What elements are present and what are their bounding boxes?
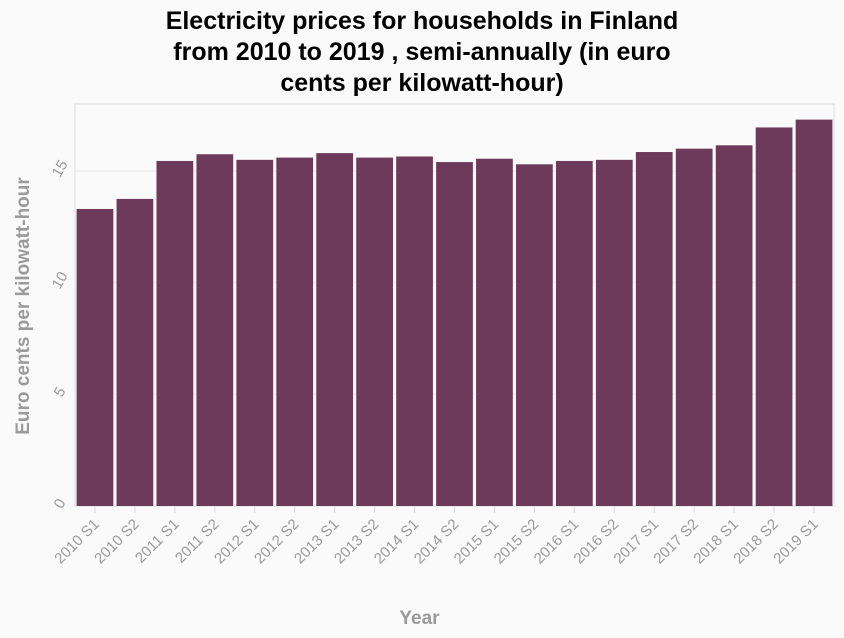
bar[interactable] (396, 156, 433, 506)
bar[interactable] (755, 127, 793, 506)
bar[interactable] (76, 208, 114, 506)
bar[interactable] (196, 154, 234, 506)
bar[interactable] (476, 158, 513, 506)
bar[interactable] (675, 148, 713, 506)
bar[interactable] (436, 162, 473, 507)
bar[interactable] (595, 159, 633, 507)
bar[interactable] (116, 198, 154, 506)
y-axis-title: Euro cents per kilowatt-hour (13, 177, 34, 435)
x-tick-label: 2010 S2 (91, 516, 143, 568)
bar[interactable] (715, 145, 753, 507)
bar[interactable] (516, 164, 553, 507)
y-tick-label: 5 (51, 384, 70, 400)
bar[interactable] (316, 153, 354, 506)
bar[interactable] (555, 160, 593, 506)
x-tick-label: 2019 S1 (770, 516, 822, 568)
y-tick-label: 10 (49, 269, 72, 292)
bar[interactable] (276, 157, 314, 506)
bar[interactable] (156, 160, 194, 506)
bar[interactable] (635, 152, 673, 506)
bar[interactable] (795, 119, 833, 506)
y-tick-label: 15 (49, 157, 72, 180)
y-tick-label: 0 (51, 496, 70, 512)
bar[interactable] (236, 159, 274, 507)
bar[interactable] (356, 157, 393, 506)
x-axis-title: Year (399, 608, 440, 629)
chart-title: Electricity prices for households in Fin… (165, 7, 679, 97)
